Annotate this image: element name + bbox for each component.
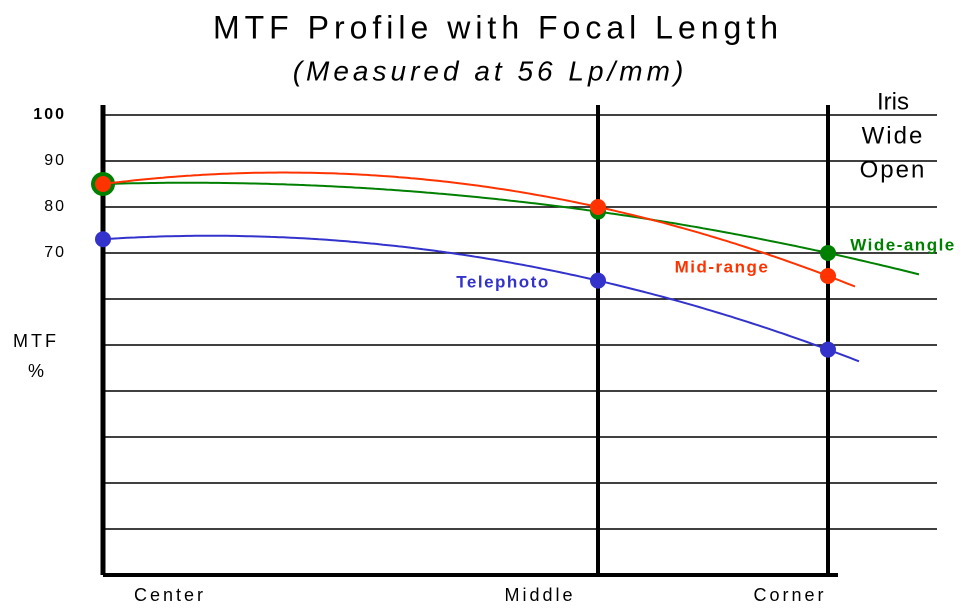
- series-line: [102, 181, 920, 276]
- data-point: [95, 176, 111, 192]
- series-label: Mid-range: [675, 257, 770, 276]
- data-point: [590, 199, 606, 215]
- series-line: [102, 234, 860, 363]
- data-point: [95, 231, 111, 248]
- y-tick-label: 80: [44, 198, 66, 215]
- series-label: Wide-angle: [850, 235, 956, 254]
- annotation: Iris: [877, 88, 909, 115]
- x-tick-label: Corner: [753, 585, 826, 605]
- data-point: [820, 245, 836, 261]
- data-point: [590, 272, 606, 289]
- series-label: Telephoto: [456, 272, 549, 291]
- y-tick-label: 70: [44, 244, 66, 261]
- y-tick-label: 100: [33, 106, 66, 123]
- annotation: Wide: [862, 122, 925, 149]
- data-point: [820, 341, 836, 358]
- data-point: [820, 268, 836, 284]
- x-tick-label: Center: [134, 585, 206, 605]
- y-axis-label: MTF: [13, 331, 59, 351]
- series-line: [102, 171, 856, 288]
- y-axis-label: %: [28, 361, 44, 381]
- chart-title: MTF Profile with Focal Length: [213, 9, 783, 45]
- chart-subtitle: (Measured at 56 Lp/mm): [293, 55, 688, 86]
- x-tick-label: Middle: [504, 585, 575, 605]
- y-tick-label: 90: [44, 152, 66, 169]
